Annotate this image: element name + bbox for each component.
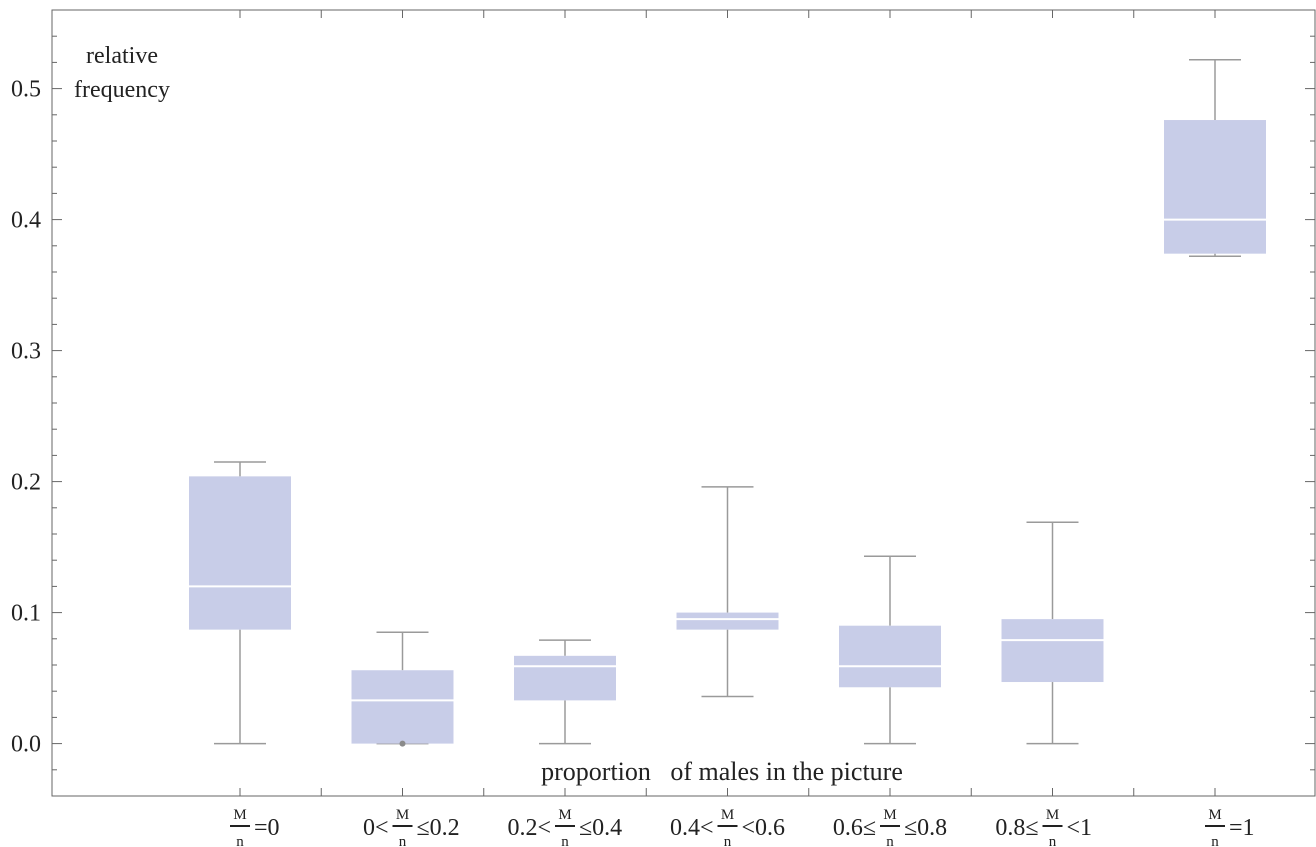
box-series bbox=[189, 59, 1266, 747]
y-tick-label: 0.5 bbox=[11, 77, 41, 103]
category-label-4: 0.4< Mn <0.6 bbox=[670, 807, 785, 847]
box-body bbox=[839, 625, 941, 688]
category-labels: Mn =0 0< Mn ≤0.2 0.2< Mn ≤0.4 0.4< Mn <0.6 0.6≤ Mn ≤0… bbox=[230, 807, 1255, 847]
label-denominator: n bbox=[724, 834, 732, 847]
y-tick-label: 0.3 bbox=[11, 339, 41, 365]
plot-border bbox=[51, 9, 1316, 797]
category-label-7: Mn =1 bbox=[1205, 807, 1255, 847]
y-tick-label: 0.0 bbox=[11, 732, 41, 758]
y-axis-title-line-2: frequency bbox=[74, 77, 170, 103]
label-denominator: n bbox=[561, 834, 569, 847]
x-axis bbox=[239, 10, 1216, 796]
box-body bbox=[1001, 619, 1104, 683]
label-prefix: 0.6≤ bbox=[833, 815, 876, 841]
label-suffix: <1 bbox=[1067, 815, 1093, 841]
box-2 bbox=[351, 631, 454, 747]
box-3 bbox=[514, 639, 616, 745]
label-numerator: M bbox=[558, 807, 571, 823]
label-denominator: n bbox=[1211, 834, 1219, 847]
category-label-5: 0.6≤ Mn ≤0.8 bbox=[833, 807, 947, 847]
box-7 bbox=[1164, 59, 1266, 258]
y-tick-label: 0.2 bbox=[11, 470, 41, 496]
box-body bbox=[1164, 120, 1266, 254]
category-label-3: 0.2< Mn ≤0.4 bbox=[507, 807, 622, 847]
label-denominator: n bbox=[236, 834, 244, 847]
box-6 bbox=[1001, 521, 1104, 745]
box-4 bbox=[676, 486, 779, 698]
box-1 bbox=[189, 461, 291, 745]
y-tick-label: 0.1 bbox=[11, 601, 41, 627]
box-body bbox=[351, 670, 454, 744]
box-body bbox=[676, 612, 779, 630]
y-axis: 0.0 0.1 0.2 0.3 0.4 0.5 bbox=[11, 35, 1315, 797]
label-numerator: M bbox=[396, 807, 409, 823]
box-5 bbox=[839, 555, 941, 745]
x-axis-title: proportion of males in the picture bbox=[541, 757, 903, 786]
category-label-6: 0.8≤ Mn <1 bbox=[995, 807, 1092, 847]
label-suffix: <0.6 bbox=[742, 815, 786, 841]
outlier-point bbox=[399, 740, 406, 747]
label-numerator: M bbox=[721, 807, 734, 823]
label-prefix: 0< bbox=[363, 815, 389, 841]
label-denominator: n bbox=[399, 834, 407, 847]
label-prefix: 0.4< bbox=[670, 815, 714, 841]
label-denominator: n bbox=[886, 834, 894, 847]
label-suffix: =1 bbox=[1229, 815, 1255, 841]
category-label-1: Mn =0 bbox=[230, 807, 280, 847]
box-body bbox=[514, 655, 616, 701]
category-label-2: 0< Mn ≤0.2 bbox=[363, 807, 460, 847]
label-prefix: 0.8≤ bbox=[995, 815, 1038, 841]
label-numerator: M bbox=[1046, 807, 1059, 823]
label-suffix: ≤0.2 bbox=[417, 815, 460, 841]
label-numerator: M bbox=[233, 807, 246, 823]
y-axis-title-line-1: relative bbox=[86, 43, 158, 69]
y-tick-label: 0.4 bbox=[11, 208, 41, 234]
box-body bbox=[189, 476, 291, 630]
label-numerator: M bbox=[883, 807, 896, 823]
plot-frame bbox=[51, 9, 1316, 797]
label-suffix: ≤0.8 bbox=[904, 815, 947, 841]
label-numerator: M bbox=[1208, 807, 1221, 823]
label-prefix: 0.2< bbox=[507, 815, 551, 841]
label-denominator: n bbox=[1049, 834, 1057, 847]
label-suffix: =0 bbox=[254, 815, 280, 841]
label-suffix: ≤0.4 bbox=[579, 815, 622, 841]
